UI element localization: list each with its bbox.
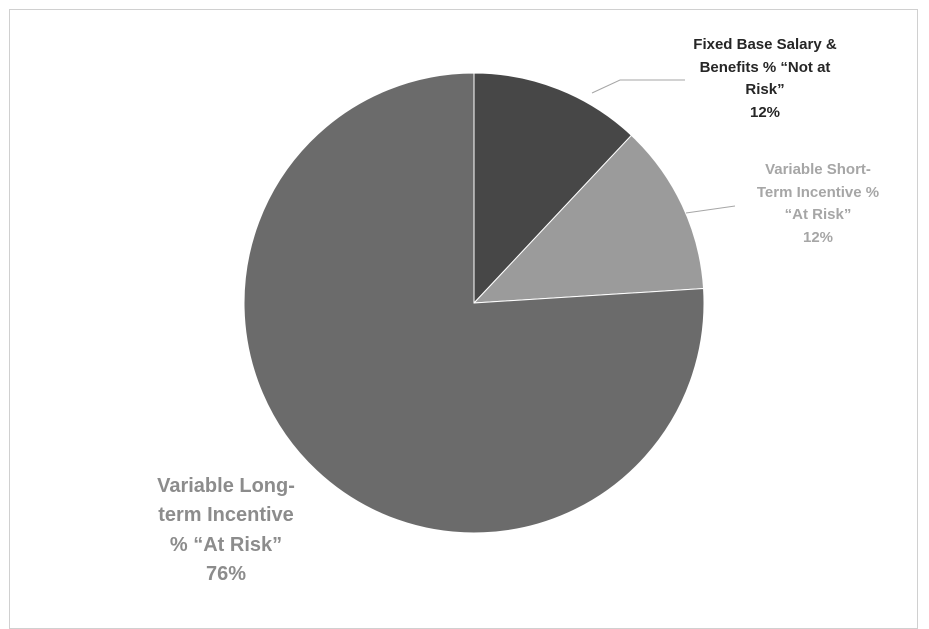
pie-slice-fixed-base	[473, 72, 633, 305]
pie-slice-long-term	[243, 72, 705, 534]
label-line: “At Risk”	[784, 206, 852, 223]
label-line: Term Incentive %	[756, 183, 880, 201]
data-label-fixed-base: Fixed Base Salary & Benefits % “Not at R…	[650, 34, 880, 124]
label-line: Fixed Base Salary &	[693, 36, 837, 53]
label-line: Variable Long-	[157, 475, 295, 497]
label-line: % “At Risk”	[169, 533, 283, 556]
label-value: 12%	[749, 103, 781, 121]
data-label-long-term: Variable Long- term Incentive % “At Risk…	[128, 472, 324, 590]
label-line: Benefits % “Not at	[699, 58, 831, 76]
label-value: 76%	[205, 563, 247, 586]
label-line: term Incentive	[158, 504, 294, 527]
leader-line-fixed-base	[591, 79, 685, 94]
pie-slice-short-term	[472, 134, 705, 304]
data-label-short-term: Variable Short- Term Incentive % “At Ris…	[718, 159, 918, 249]
leader-line-short-term	[685, 205, 736, 214]
pie-slices	[243, 72, 705, 534]
label-value: 12%	[802, 228, 834, 246]
label-line: Variable Short-	[765, 161, 871, 178]
label-line: Risk”	[745, 81, 785, 98]
pie-chart	[243, 72, 736, 534]
leader-lines	[591, 79, 736, 214]
